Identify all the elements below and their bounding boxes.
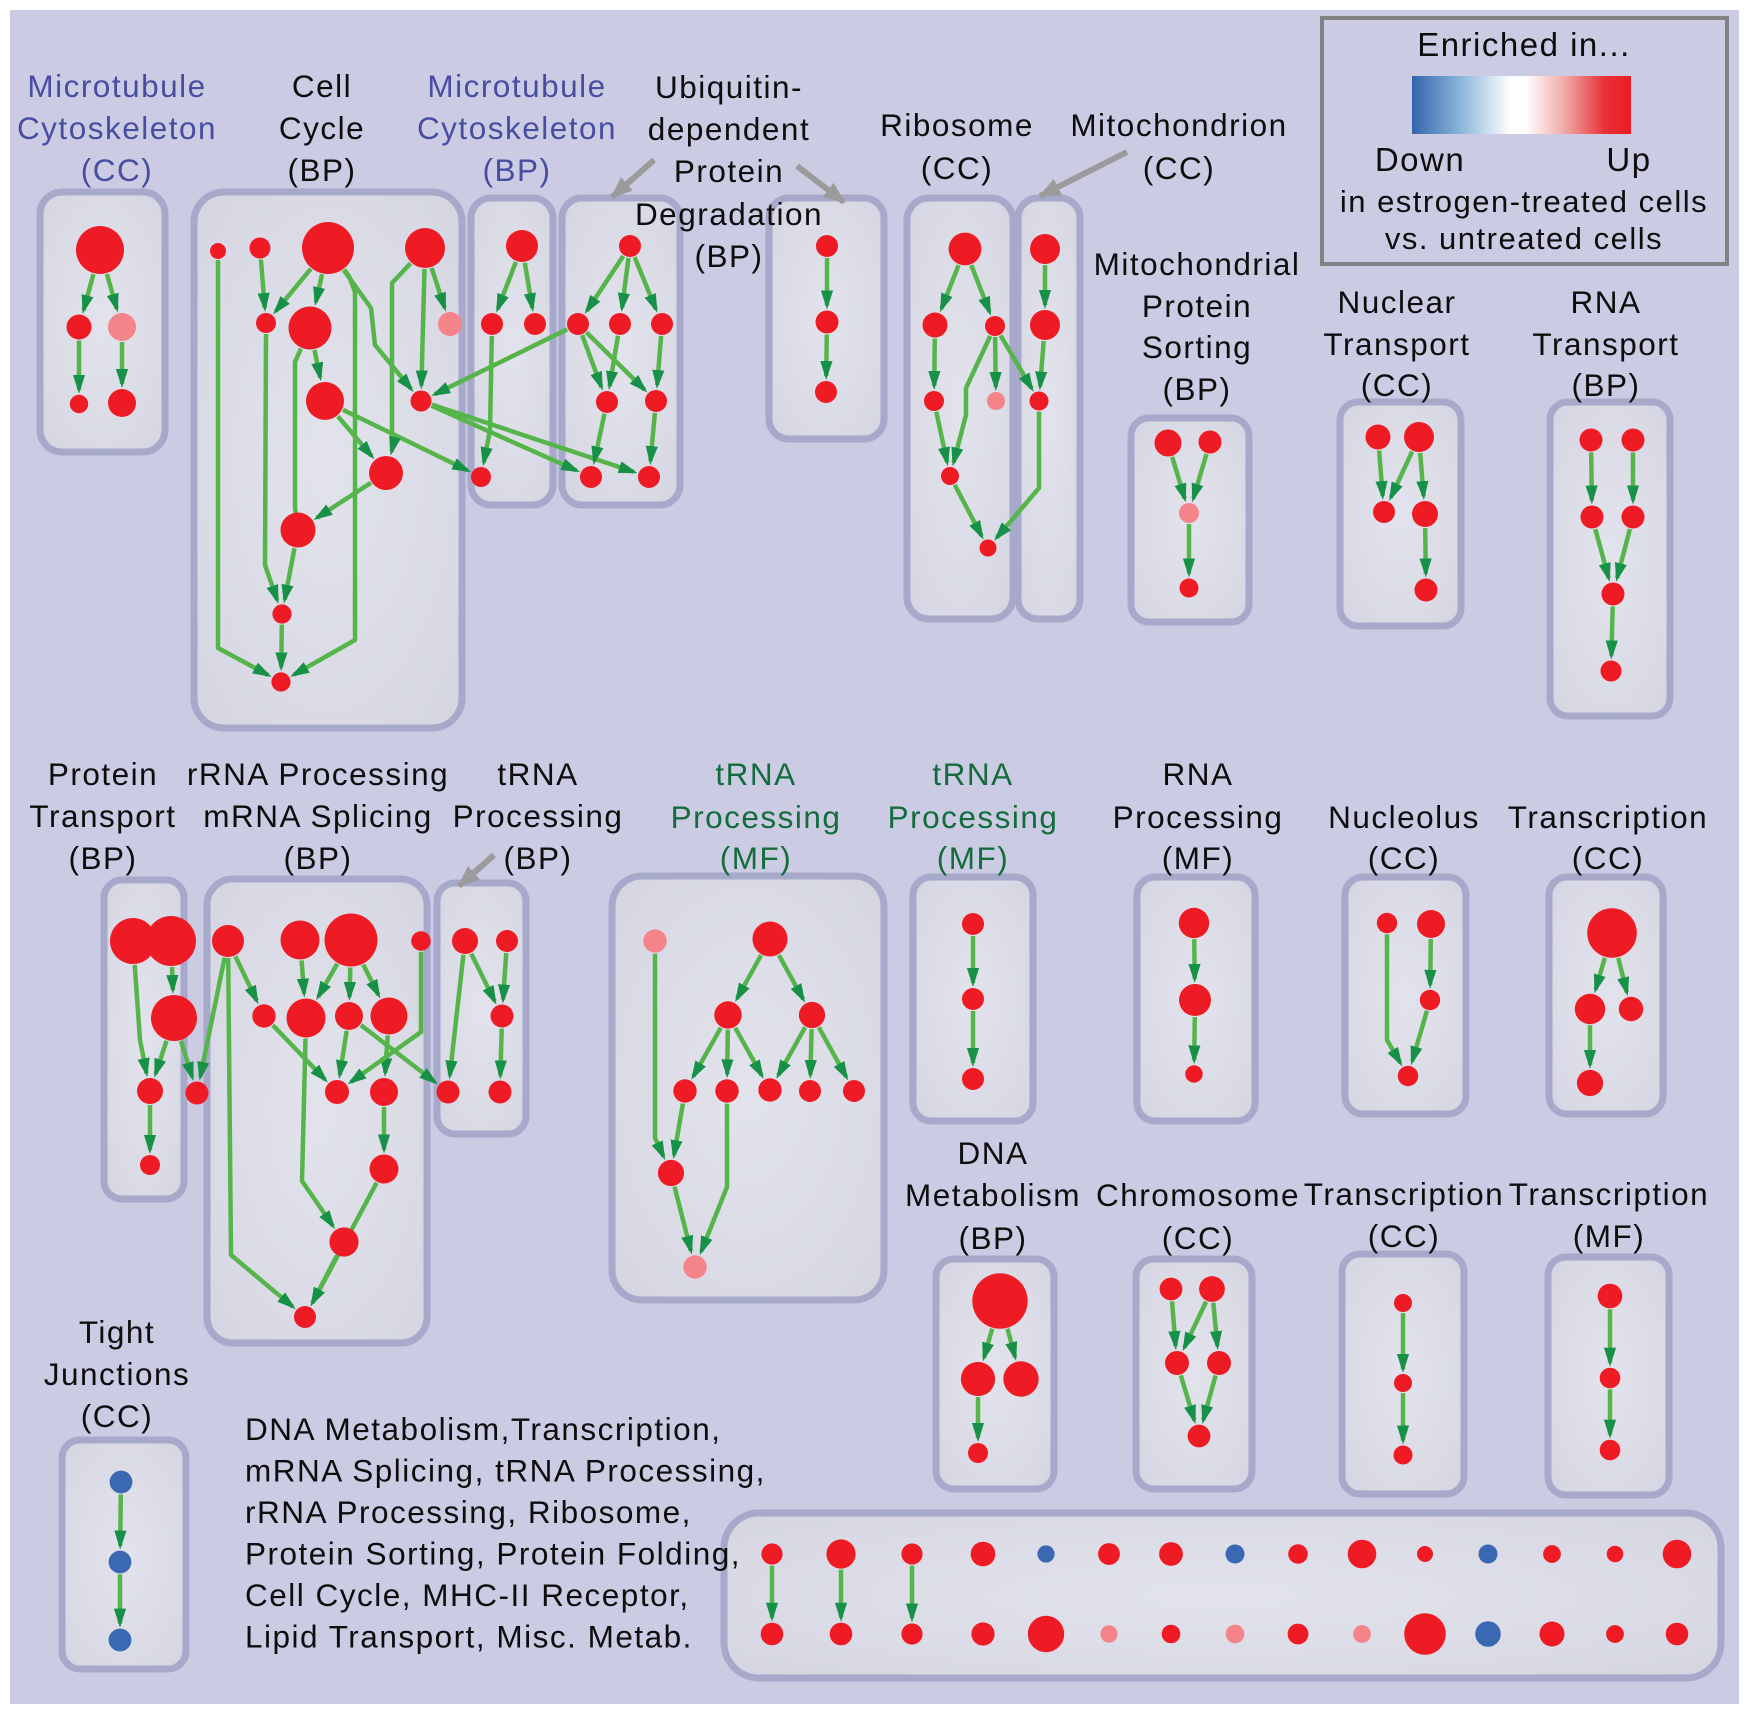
svg-text:Cytoskeleton: Cytoskeleton [417, 110, 617, 146]
svg-text:Processing: Processing [1113, 799, 1284, 835]
svg-text:Down: Down [1375, 141, 1465, 178]
svg-text:Degradation: Degradation [635, 196, 823, 232]
svg-text:Metabolism: Metabolism [905, 1177, 1081, 1213]
svg-text:Protein Sorting, Protein Foldi: Protein Sorting, Protein Folding, [245, 1536, 741, 1572]
svg-text:Protein: Protein [674, 153, 784, 189]
svg-text:Up: Up [1606, 141, 1651, 178]
svg-text:(CC): (CC) [81, 152, 153, 188]
svg-text:(CC): (CC) [1572, 840, 1644, 876]
svg-text:(MF): (MF) [1573, 1218, 1645, 1254]
svg-text:mRNA Splicing, tRNA Processing: mRNA Splicing, tRNA Processing, [245, 1453, 766, 1489]
svg-text:Transcription: Transcription [1508, 799, 1708, 835]
svg-text:tRNA: tRNA [715, 756, 796, 792]
svg-text:(CC): (CC) [1162, 1220, 1234, 1256]
svg-text:mRNA Splicing: mRNA Splicing [203, 798, 433, 834]
svg-text:rRNA Processing: rRNA Processing [187, 756, 449, 792]
svg-text:Ubiquitin-: Ubiquitin- [655, 69, 803, 105]
svg-text:(BP): (BP) [69, 840, 138, 876]
svg-text:(MF): (MF) [1162, 840, 1234, 876]
svg-text:(BP): (BP) [695, 238, 764, 274]
svg-text:(MF): (MF) [720, 840, 792, 876]
svg-text:in estrogen-treated cells: in estrogen-treated cells [1340, 184, 1708, 219]
svg-text:Transport: Transport [1323, 326, 1470, 362]
svg-text:(BP): (BP) [284, 840, 353, 876]
svg-text:(CC): (CC) [1368, 840, 1440, 876]
svg-text:Microtubule: Microtubule [427, 68, 606, 104]
svg-text:(CC): (CC) [1143, 150, 1215, 186]
svg-text:(BP): (BP) [288, 152, 357, 188]
svg-text:Cell Cycle, MHC-II Receptor,: Cell Cycle, MHC-II Receptor, [245, 1577, 690, 1613]
svg-text:Transcription: Transcription [1304, 1176, 1504, 1212]
svg-text:tRNA: tRNA [932, 756, 1013, 792]
svg-text:Nuclear: Nuclear [1337, 284, 1456, 320]
svg-text:Processing: Processing [671, 799, 842, 835]
svg-text:Transport: Transport [1532, 326, 1679, 362]
svg-text:Cycle: Cycle [279, 110, 365, 146]
svg-text:Chromosome: Chromosome [1096, 1177, 1300, 1213]
svg-text:Cytoskeleton: Cytoskeleton [17, 110, 217, 146]
svg-text:Processing: Processing [888, 799, 1059, 835]
svg-text:(BP): (BP) [483, 152, 552, 188]
svg-text:(MF): (MF) [937, 840, 1009, 876]
svg-text:Junctions: Junctions [44, 1356, 191, 1392]
svg-text:(CC): (CC) [1368, 1218, 1440, 1254]
svg-text:(CC): (CC) [1361, 367, 1433, 403]
svg-text:DNA Metabolism,Transcription,: DNA Metabolism,Transcription, [245, 1411, 721, 1447]
svg-text:(BP): (BP) [1163, 371, 1232, 407]
svg-text:Lipid Transport, Misc. Metab.: Lipid Transport, Misc. Metab. [245, 1619, 693, 1655]
svg-text:Nucleolus: Nucleolus [1328, 799, 1480, 835]
svg-text:tRNA: tRNA [497, 756, 578, 792]
svg-text:Transcription: Transcription [1509, 1176, 1709, 1212]
svg-text:vs. untreated cells: vs. untreated cells [1385, 221, 1663, 256]
svg-text:(CC): (CC) [81, 1398, 153, 1434]
svg-text:Microtubule: Microtubule [27, 68, 206, 104]
svg-text:Ribosome: Ribosome [880, 107, 1034, 143]
svg-text:Cell: Cell [292, 68, 352, 104]
svg-text:rRNA Processing, Ribosome,: rRNA Processing, Ribosome, [245, 1494, 692, 1530]
svg-text:Tight: Tight [79, 1314, 155, 1350]
svg-text:dependent: dependent [648, 111, 810, 147]
svg-text:Enriched in...: Enriched in... [1417, 26, 1631, 63]
svg-text:Processing: Processing [453, 798, 624, 834]
svg-text:(BP): (BP) [959, 1220, 1028, 1256]
svg-text:Transport: Transport [29, 798, 176, 834]
svg-text:RNA: RNA [1162, 756, 1233, 792]
svg-text:(CC): (CC) [921, 150, 993, 186]
svg-text:Mitochondrial: Mitochondrial [1094, 246, 1301, 282]
svg-text:RNA: RNA [1570, 284, 1641, 320]
svg-text:(BP): (BP) [504, 840, 573, 876]
svg-text:Protein: Protein [1142, 288, 1252, 324]
svg-text:DNA: DNA [957, 1135, 1028, 1171]
svg-text:Sorting: Sorting [1142, 329, 1252, 365]
svg-text:(BP): (BP) [1572, 367, 1641, 403]
svg-text:Protein: Protein [48, 756, 158, 792]
svg-text:Mitochondrion: Mitochondrion [1070, 107, 1287, 143]
